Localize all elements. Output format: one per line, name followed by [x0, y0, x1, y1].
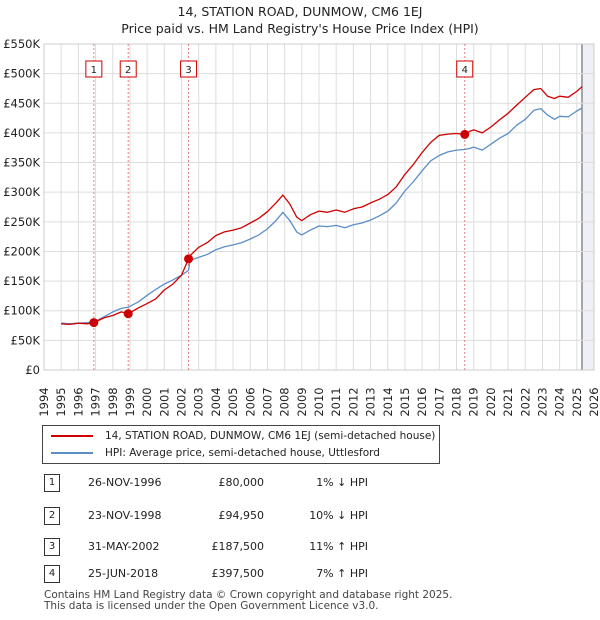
- sale-price: £94,950: [218, 509, 265, 522]
- legend-label-property: 14, STATION ROAD, DUNMOW, CM6 1EJ (semi-…: [105, 430, 436, 442]
- x-tick-label: 2000: [140, 387, 154, 416]
- y-tick-label: £50K: [11, 333, 41, 347]
- sale-hpi-diff: 7% ↑ HPI: [316, 567, 368, 580]
- sale-marker-number: 2: [125, 65, 131, 76]
- legend-label-hpi: HPI: Average price, semi-detached house,…: [105, 447, 380, 459]
- plot-border: [43, 43, 595, 371]
- x-tick-label: 2003: [192, 387, 206, 416]
- x-tick-label: 2015: [398, 387, 412, 416]
- x-tick-label: 2011: [329, 387, 343, 416]
- x-tick-label: 1996: [71, 387, 85, 416]
- sale-number: 3: [44, 538, 60, 556]
- x-tick-label: 2025: [570, 387, 584, 416]
- sale-point: [460, 129, 470, 139]
- x-tick-label: 2018: [450, 387, 464, 416]
- x-tick-label: 2001: [157, 387, 171, 416]
- y-tick-label: £200K: [3, 244, 40, 258]
- sale-marker-box: [456, 60, 474, 78]
- sale-date: 26-NOV-1996: [88, 476, 162, 489]
- property-series-line: [61, 86, 583, 326]
- footer-licence: This data is licensed under the Open Gov…: [44, 600, 379, 612]
- x-tick-label: 2022: [518, 387, 532, 416]
- x-tick-label: 2023: [535, 387, 549, 416]
- x-tick-label: 1999: [123, 387, 137, 416]
- sale-row-4: 4 25-JUN-2018 £397,500 7% ↑ HPI: [42, 565, 482, 583]
- sale-point: [123, 309, 133, 319]
- x-tick-label: 2019: [467, 387, 481, 416]
- x-tick-label: 2014: [381, 387, 395, 416]
- sale-number: 2: [44, 507, 60, 525]
- sale-point: [184, 254, 194, 264]
- sale-row-1: 1 26-NOV-1996 £80,000 1% ↓ HPI: [42, 474, 482, 492]
- sale-hpi-diff: 1% ↓ HPI: [316, 476, 368, 489]
- y-tick-label: £150K: [3, 274, 40, 288]
- x-tick-label: 1998: [106, 387, 120, 416]
- sale-hpi-diff: 11% ↑ HPI: [309, 540, 368, 553]
- y-tick-label: £500K: [3, 67, 40, 81]
- legend-swatch-hpi: [51, 452, 93, 454]
- sale-marker-number: 1: [91, 65, 97, 76]
- sale-date: 25-JUN-2018: [88, 567, 159, 580]
- legend-swatch-property: [51, 435, 93, 437]
- x-tick-label: 2026: [587, 387, 600, 416]
- chart-legend: 14, STATION ROAD, DUNMOW, CM6 1EJ (semi-…: [42, 425, 440, 464]
- sale-date: 31-MAY-2002: [88, 540, 160, 553]
- sale-marker-box: [85, 60, 103, 78]
- y-tick-label: £350K: [3, 156, 40, 170]
- price-chart: £0 £50K £100K £150K £200K £250K £300K £350K £400…: [3, 37, 600, 417]
- chart-title: 14, STATION ROAD, DUNMOW, CM6 1EJ: [177, 4, 423, 19]
- x-tick-label: 2004: [209, 387, 223, 416]
- y-tick-label: £250K: [3, 215, 40, 229]
- x-tick-label: 2009: [295, 387, 309, 416]
- sale-marker-box: [119, 60, 137, 78]
- x-tick-label: 2021: [501, 387, 515, 416]
- x-tick-label: 2008: [278, 387, 292, 416]
- x-tick-label: 2007: [260, 387, 274, 416]
- sale-date: 23-NOV-1998: [88, 509, 162, 522]
- sale-marker-number: 4: [462, 65, 468, 76]
- legend-item-hpi: HPI: Average price, semi-detached house,…: [51, 445, 380, 461]
- x-tick-label: 2002: [175, 387, 189, 416]
- sale-number: 4: [44, 565, 60, 583]
- x-tick-label: 2010: [312, 387, 326, 416]
- sale-price: £80,000: [218, 476, 265, 489]
- y-tick-label: £300K: [3, 185, 40, 199]
- x-tick-label: 2005: [226, 387, 240, 416]
- sale-marker-box: [180, 60, 198, 78]
- x-tick-label: 1994: [37, 387, 51, 416]
- y-tick-label: £450K: [3, 96, 40, 110]
- y-tick-label: £0: [25, 363, 40, 377]
- x-tick-label: 2013: [364, 387, 378, 416]
- hpi-series-line: [61, 107, 583, 325]
- sale-price: £187,500: [211, 540, 265, 553]
- x-tick-label: 1995: [54, 387, 68, 416]
- x-tick-label: 1997: [89, 387, 103, 416]
- sale-price: £397,500: [211, 567, 265, 580]
- chart-subtitle: Price paid vs. HM Land Registry's House …: [121, 21, 479, 36]
- x-tick-label: 2020: [484, 387, 498, 416]
- x-tick-label: 2024: [553, 387, 567, 416]
- footer: Contains HM Land Registry data © Crown c…: [44, 590, 452, 612]
- sale-marker-number: 3: [185, 65, 191, 76]
- footer-copyright: Contains HM Land Registry data © Crown c…: [44, 589, 453, 601]
- x-tick-label: 2012: [346, 387, 360, 416]
- legend-item-property: 14, STATION ROAD, DUNMOW, CM6 1EJ (semi-…: [51, 428, 435, 444]
- x-tick-label: 2006: [243, 387, 257, 416]
- sale-point: [89, 318, 99, 328]
- x-tick-label: 2016: [415, 387, 429, 416]
- sale-row-2: 2 23-NOV-1998 £94,950 10% ↓ HPI: [42, 507, 482, 525]
- x-tick-label: 2017: [432, 387, 446, 416]
- sale-number: 1: [44, 474, 60, 492]
- y-tick-label: £100K: [3, 304, 40, 318]
- forecast-shade: [581, 44, 594, 370]
- y-tick-label: £400K: [3, 126, 40, 140]
- sale-hpi-diff: 10% ↓ HPI: [309, 509, 368, 522]
- y-tick-label: £550K: [3, 37, 40, 51]
- sale-row-3: 3 31-MAY-2002 £187,500 11% ↑ HPI: [42, 538, 482, 556]
